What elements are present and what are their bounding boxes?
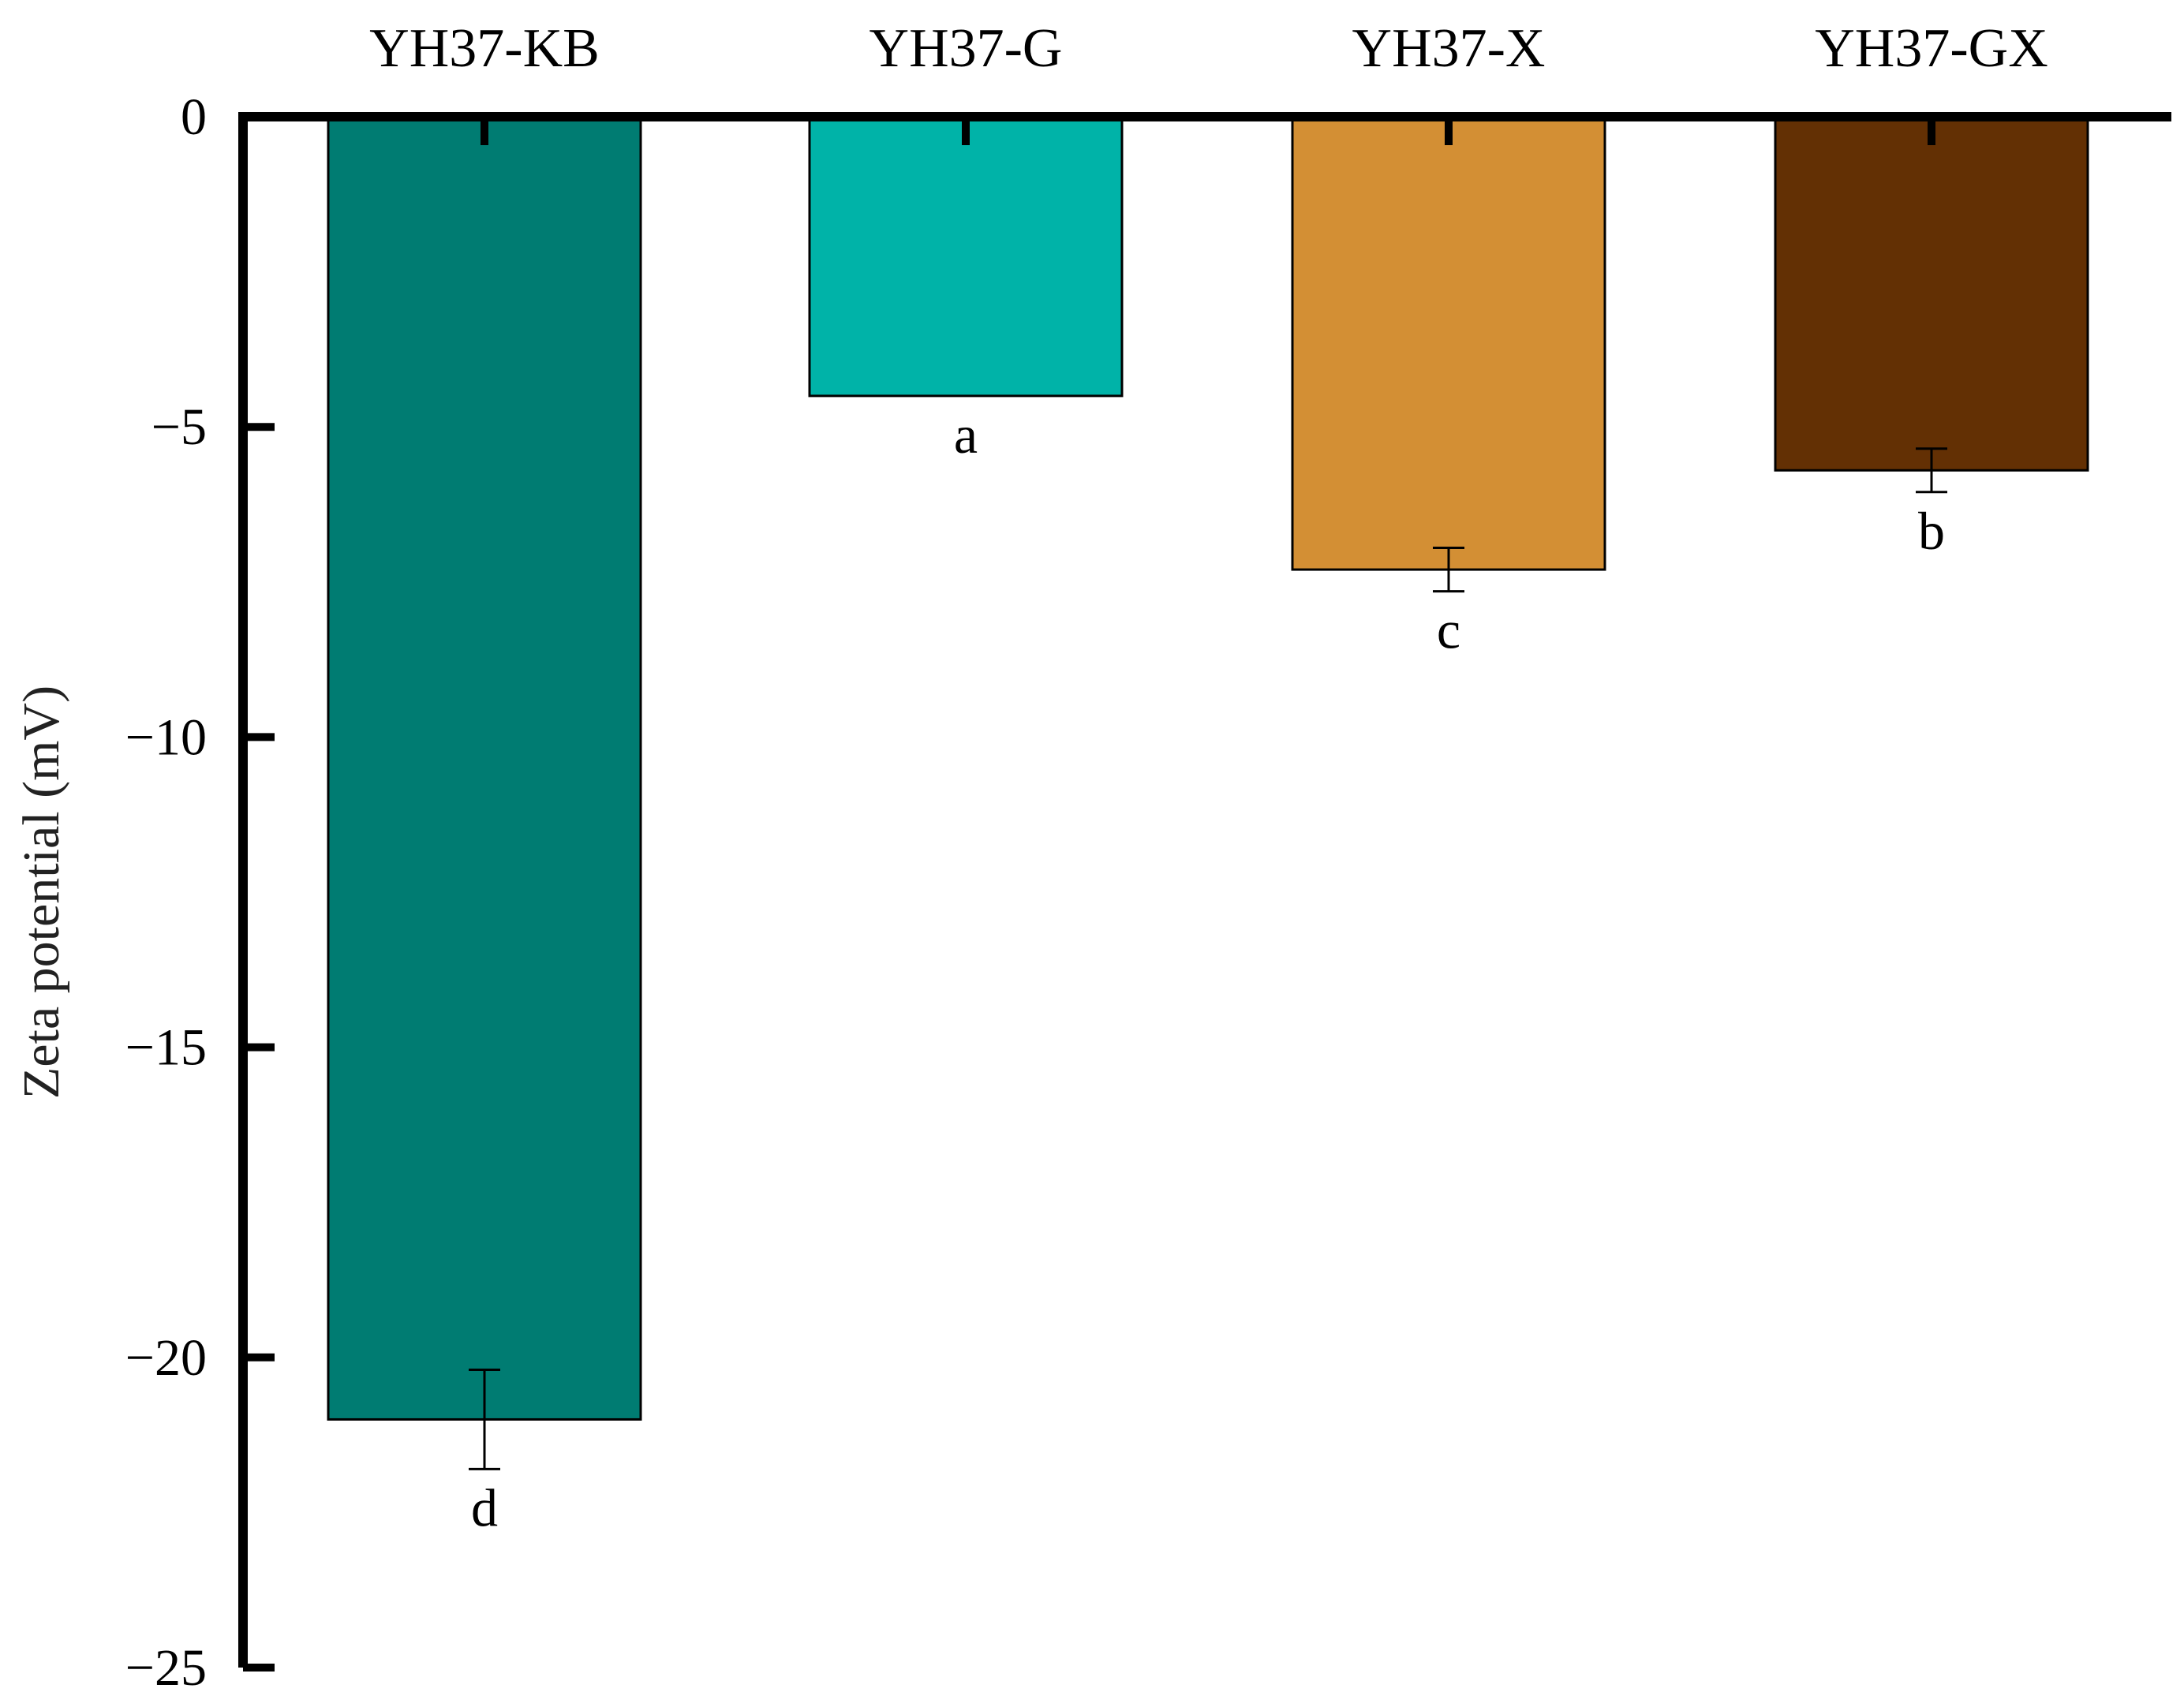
y-axis-title: Zeta potential (mV) [13, 685, 70, 1099]
y-tick-label: −15 [125, 1019, 207, 1077]
category-label: YH37-X [1352, 18, 1546, 79]
bar-yh37-kb [327, 115, 642, 1421]
bars-layer: d a c b [327, 115, 2089, 1537]
y-tick-label: −25 [125, 1639, 207, 1697]
bar-yh37-g [808, 115, 1124, 398]
bar-yh37-gx [1774, 115, 2089, 472]
y-tick-label: −10 [125, 708, 207, 766]
significance-label: d [471, 1477, 498, 1537]
significance-label: b [1918, 501, 1945, 561]
significance-label: c [1437, 600, 1460, 660]
y-ticks-layer: 0 −5 −10 −15 −20 −25 [125, 88, 1935, 1697]
category-label: YH37-GX [1815, 18, 2048, 79]
y-tick-label: −5 [151, 398, 207, 456]
category-label: YH37-G [869, 18, 1063, 79]
category-label: YH37-KB [369, 18, 600, 79]
y-tick-label: −20 [125, 1329, 207, 1387]
y-tick-label: 0 [181, 88, 207, 146]
category-labels-layer: YH37-KB YH37-G YH37-X YH37-GX [369, 18, 2048, 79]
significance-label: a [954, 405, 978, 465]
bar-yh37-x [1291, 115, 1606, 571]
axis-layer [238, 112, 2171, 1668]
